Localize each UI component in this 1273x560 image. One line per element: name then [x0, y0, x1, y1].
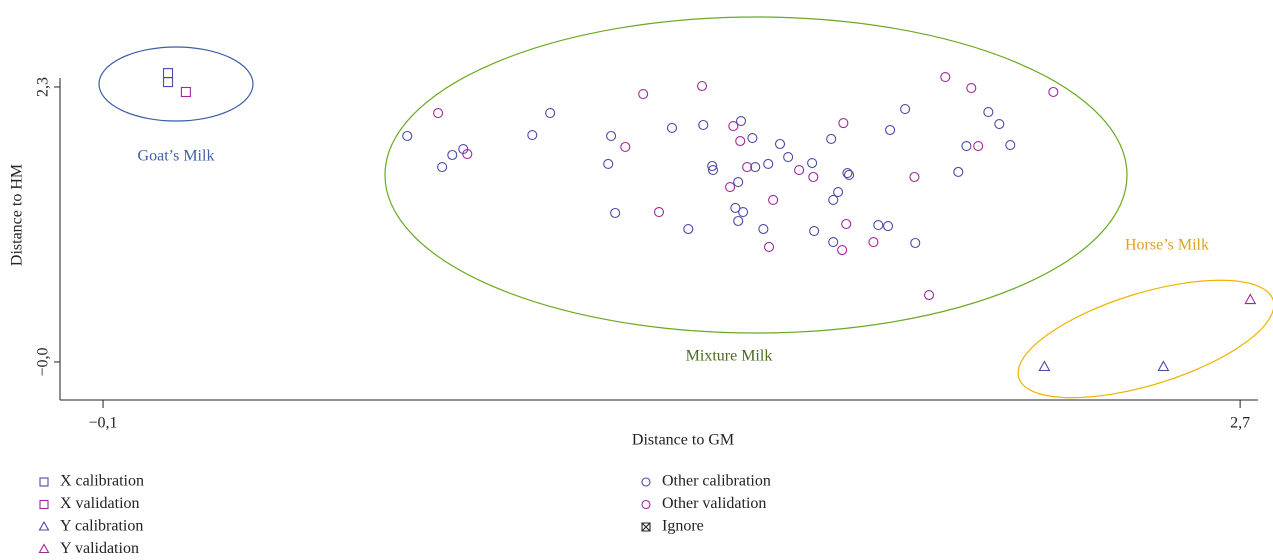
point: [910, 237, 921, 249]
point: [742, 162, 753, 173]
point: [808, 171, 819, 183]
point: [900, 104, 911, 115]
point: [653, 206, 665, 218]
point: [841, 218, 852, 230]
point: [1157, 360, 1170, 372]
point: [966, 82, 977, 94]
point: [433, 107, 444, 119]
legend-label: Ignore: [662, 518, 704, 535]
legend-label: Other calibration: [662, 473, 771, 490]
point: [838, 118, 849, 129]
point: [696, 80, 708, 92]
point: [735, 115, 747, 127]
point: [738, 206, 749, 218]
horse-cluster-outline: [1017, 279, 1273, 399]
point: [983, 107, 994, 118]
point: [994, 118, 1005, 130]
annotation: Mixture Milk: [686, 348, 773, 365]
y-tick-label: −0,0: [35, 347, 52, 376]
point: [545, 107, 556, 119]
point: [730, 202, 741, 214]
point: [606, 130, 617, 142]
legend-label: X calibration: [60, 473, 144, 490]
point: [909, 171, 920, 183]
point: [707, 160, 718, 172]
goat-cluster-outline: [98, 46, 254, 122]
point: [940, 71, 951, 83]
point: [1005, 140, 1016, 151]
point: [683, 223, 694, 235]
point: [763, 158, 774, 170]
point: [162, 77, 174, 88]
y-axis-label: Distance to HM: [9, 164, 26, 266]
point: [844, 169, 855, 181]
point: [527, 129, 538, 141]
legend-label: Y calibration: [60, 518, 143, 535]
point: [1048, 86, 1059, 98]
legend-label: Y validation: [60, 540, 139, 557]
point: [826, 133, 837, 145]
point: [666, 122, 678, 134]
point: [794, 165, 805, 176]
x-tick-label: −0,1: [89, 415, 118, 432]
point: [828, 194, 839, 206]
legend-marker: [641, 522, 651, 532]
annotation: Goat’s Milk: [138, 148, 215, 165]
point: [868, 236, 879, 248]
point: [610, 207, 621, 219]
legend-label: X validation: [60, 495, 140, 512]
point: [953, 166, 964, 178]
point: [638, 88, 649, 100]
point: [180, 86, 191, 98]
point: [402, 130, 413, 142]
point: [728, 121, 739, 132]
mixture-cluster-outline: [384, 16, 1128, 334]
point: [735, 135, 746, 147]
point: [807, 157, 818, 169]
point: [809, 225, 820, 237]
point: [885, 124, 896, 136]
point: [837, 245, 848, 256]
point: [833, 187, 844, 198]
annotation: Horse’s Milk: [1125, 237, 1209, 254]
point: [707, 165, 719, 176]
point: [873, 220, 884, 231]
point: [961, 140, 972, 152]
point: [620, 141, 631, 153]
point: [447, 149, 458, 161]
x-tick-label: 2,7: [1230, 415, 1250, 432]
point: [733, 176, 744, 188]
point: [973, 140, 984, 152]
point: [842, 168, 853, 179]
point: [758, 223, 769, 235]
point: [882, 220, 894, 232]
point: [924, 289, 935, 301]
point: [774, 138, 786, 150]
legend-marker: [38, 520, 50, 531]
point: [698, 119, 709, 131]
legend-marker: [641, 499, 651, 510]
point: [828, 236, 839, 248]
point: [768, 194, 779, 206]
point: [733, 215, 744, 227]
point: [462, 148, 473, 160]
legend-marker: [641, 477, 651, 487]
point: [764, 241, 775, 253]
point: [437, 162, 448, 173]
point: [1038, 360, 1051, 372]
point: [162, 68, 174, 79]
legend-marker: [38, 543, 50, 554]
point: [783, 151, 794, 163]
x-axis-label: Distance to GM: [632, 432, 734, 449]
point: [750, 162, 761, 173]
legend-marker: [39, 477, 49, 487]
point: [1244, 293, 1257, 305]
legend-marker: [39, 499, 49, 510]
point: [747, 132, 758, 144]
y-tick-label: 2,3: [35, 77, 52, 97]
point: [725, 181, 736, 193]
legend-label: Other validation: [662, 495, 766, 512]
point: [603, 158, 614, 170]
